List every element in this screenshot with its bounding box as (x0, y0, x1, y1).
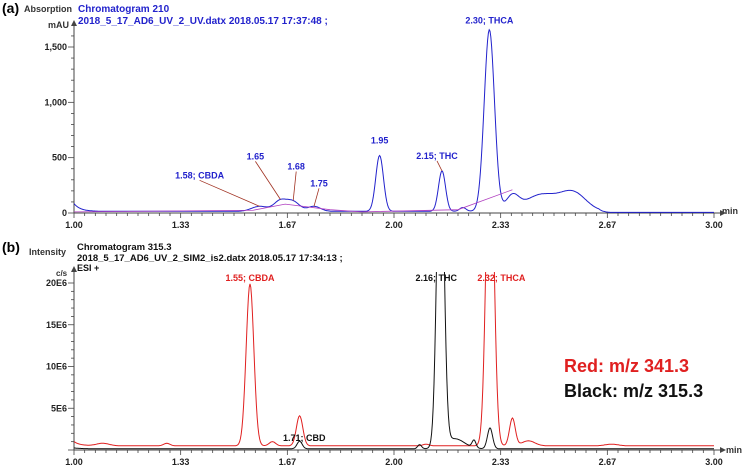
panel-b-traces (74, 272, 714, 450)
legend-red: Red: m/z 341.3 (564, 356, 689, 376)
panel-a-traces (74, 28, 714, 213)
panel-b-title: Chromatogram 315.3 (77, 242, 172, 253)
panel-a-subtitle: 2018_5_17_AD6_UV_2_UV.datx 2018.05.17 17… (78, 16, 328, 27)
panel-b-peak-labels: 1.55; CBDA 1.71; CBD 2.16; THC 2.32; THCA (225, 273, 525, 443)
panel-b-label: (b) (2, 239, 20, 255)
panel-a-yunit: mAU (48, 20, 69, 30)
y-tick-label: 1,000 (44, 97, 67, 107)
peak-label: 1.68 (287, 161, 305, 171)
panel-b-ylabel: Intensity (29, 247, 66, 257)
x-tick-label: 1.00 (65, 220, 83, 230)
peak-label: 1.75 (310, 178, 328, 188)
integration-baseline (74, 189, 513, 213)
panel-b: (b) Intensity Chromatogram 315.3 2018_5_… (2, 239, 742, 467)
panel-a-peak-labels: 1.58; CBDA 1.65 1.68 1.75 1.95 2.15; THC 2.30;… (175, 16, 514, 207)
x-tick-label: 1.67 (279, 457, 297, 466)
x-tick-label: 1.00 (65, 457, 83, 466)
peak-label: 1.65 (247, 151, 265, 161)
x-tick-label: 3.00 (705, 457, 723, 466)
legend-black: Black: m/z 315.3 (564, 381, 703, 401)
peak-leader-line (199, 179, 260, 207)
x-tick-label: 2.33 (492, 457, 510, 466)
peak-label: 1.58; CBDA (175, 170, 225, 180)
peak-label: 1.55; CBDA (225, 273, 275, 283)
panel-a-xunit: min (722, 206, 738, 216)
peak-label: 1.71; CBD (283, 433, 326, 443)
y-axis-arrow-icon (71, 266, 77, 272)
panel-a-ylabel: Absorption (24, 4, 72, 14)
trace-black (74, 272, 714, 450)
x-tick-label: 2.33 (492, 220, 510, 230)
trace-blue (74, 28, 714, 213)
x-tick-label: 2.67 (599, 220, 617, 230)
x-axis-arrow-icon (720, 447, 726, 453)
panel-a: (a) Absorption Chromatogram 210 2018_5_1… (2, 0, 738, 230)
panel-b-subtitle2: ESI + (77, 263, 99, 273)
x-tick-label: 3.00 (705, 220, 723, 230)
panel-a-title: Chromatogram 210 (78, 4, 170, 15)
peak-leader-line (436, 160, 443, 172)
peak-label: 1.95 (371, 135, 389, 145)
peak-label: 2.30; THCA (465, 16, 514, 26)
y-tick-label: 20E6 (46, 278, 67, 288)
y-tick-label: 5E6 (51, 403, 67, 413)
x-axis-arrow-icon (720, 210, 726, 216)
peak-leader-line (313, 188, 320, 207)
y-tick-label: 1,500 (44, 42, 67, 52)
trace-red (74, 272, 714, 447)
x-tick-label: 1.33 (172, 457, 190, 466)
x-tick-label: 2.00 (385, 457, 403, 466)
peak-label: 2.16; THC (415, 273, 457, 283)
x-tick-label: 1.33 (172, 220, 190, 230)
y-tick-label: 0 (62, 208, 67, 218)
x-tick-label: 2.00 (385, 220, 403, 230)
panel-b-subtitle: 2018_5_17_AD6_UV_2_SIM2_is2.datx 2018.05… (77, 253, 343, 264)
peak-leader-line (255, 161, 281, 200)
y-axis-arrow-icon (71, 20, 77, 26)
peak-leader-line (292, 171, 297, 201)
panel-b-axes: 1.00 1.33 1.67 2.00 2.33 2.67 3.00 5E6 10E6 15E6 2… (46, 266, 726, 467)
peak-label: 2.15; THC (416, 151, 458, 161)
y-tick-label: 15E6 (46, 320, 67, 330)
y-tick-label: 10E6 (46, 362, 67, 372)
x-tick-label: 2.67 (599, 457, 617, 466)
panel-a-axes: 1.00 1.33 1.67 2.00 2.33 2.67 3.00 0 500 1,000 1,5… (44, 20, 726, 230)
x-tick-label: 1.67 (279, 220, 297, 230)
peak-label: 2.32; THCA (477, 273, 526, 283)
panel-a-label: (a) (2, 0, 19, 16)
y-tick-label: 500 (52, 153, 67, 163)
panel-b-yunit: c/s (56, 269, 68, 278)
panel-b-xunit: min (726, 445, 742, 455)
